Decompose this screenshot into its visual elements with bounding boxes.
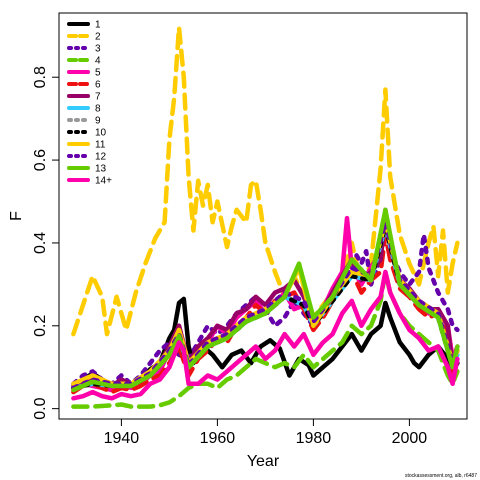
y-tick-label-3: 0.4 — [32, 232, 49, 254]
legend-label-11: 11 — [95, 140, 106, 151]
series-line-3 — [71, 215, 460, 387]
legend-label-12: 12 — [95, 152, 107, 163]
series-layer — [71, 25, 460, 409]
legend-label-9: 9 — [95, 116, 101, 127]
legend-label-1: 1 — [95, 20, 101, 31]
x-tick-label-4: 2000 — [392, 430, 428, 447]
legend-label-4: 4 — [95, 56, 101, 67]
x-tick-label-2: 1960 — [200, 430, 236, 447]
series-line-13 — [71, 207, 460, 393]
credit-text: stockassessment.org, alb, r6487 — [405, 473, 477, 479]
legend-label-7: 7 — [95, 92, 101, 103]
series-line-2 — [71, 25, 460, 337]
legend-label-3: 3 — [95, 44, 101, 55]
x-tick-label-3: 1980 — [296, 430, 332, 447]
legend-label-10: 10 — [95, 128, 107, 139]
y-axis: 0.0 0.2 0.4 0.6 0.8 — [32, 66, 59, 420]
y-axis-title: F — [8, 211, 25, 221]
y-tick-label-2: 0.2 — [32, 315, 49, 337]
plot-frame — [58, 12, 468, 420]
legend-label-6: 6 — [95, 80, 101, 91]
legend-label-14: 14+ — [95, 176, 112, 187]
y-tick-label-5: 0.8 — [32, 66, 49, 88]
x-axis-title: Year — [247, 453, 280, 470]
y-tick-label-4: 0.6 — [32, 149, 49, 171]
legend-label-13: 13 — [95, 164, 107, 175]
y-tick-label-1: 0.0 — [32, 397, 49, 419]
legend-label-2: 2 — [95, 32, 101, 43]
legend-label-8: 8 — [95, 104, 101, 115]
legend-label-5: 5 — [95, 68, 101, 79]
x-tick-label-1: 1940 — [104, 430, 140, 447]
x-axis: 1940 1960 1980 2000 — [104, 419, 428, 447]
series-line-14 — [71, 269, 460, 401]
